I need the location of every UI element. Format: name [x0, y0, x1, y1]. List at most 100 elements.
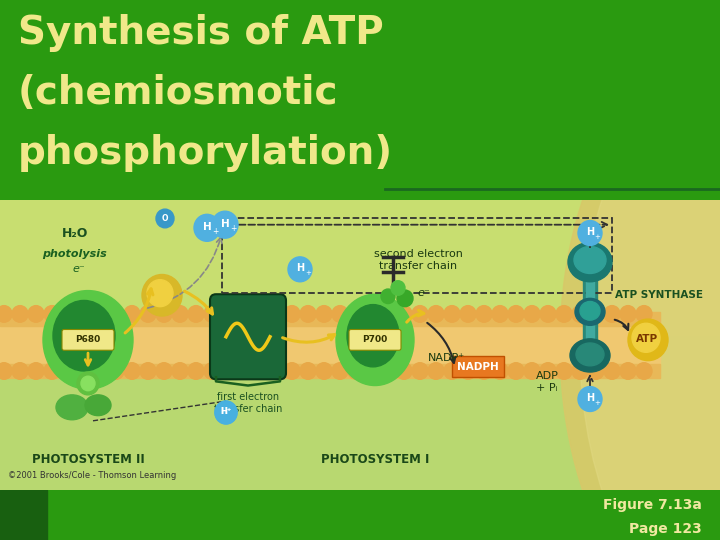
Text: H: H: [586, 393, 594, 403]
Circle shape: [492, 363, 508, 379]
Bar: [0, 319, 660, 371]
Circle shape: [524, 363, 540, 379]
Text: (chemiosmotic: (chemiosmotic: [18, 74, 338, 112]
Circle shape: [220, 306, 236, 322]
Circle shape: [156, 363, 172, 379]
Text: Page 123: Page 123: [629, 522, 702, 536]
Text: ADP
+ Pᵢ: ADP + Pᵢ: [536, 371, 559, 394]
Ellipse shape: [43, 291, 133, 389]
Circle shape: [444, 363, 460, 379]
Circle shape: [156, 209, 174, 228]
Text: first electron
transfer chain: first electron transfer chain: [214, 392, 282, 414]
Text: +: +: [594, 234, 600, 240]
Circle shape: [572, 363, 588, 379]
Circle shape: [588, 363, 604, 379]
Circle shape: [412, 363, 428, 379]
Circle shape: [76, 306, 92, 322]
Ellipse shape: [560, 55, 720, 540]
Ellipse shape: [576, 343, 604, 366]
Circle shape: [252, 306, 268, 322]
Circle shape: [172, 306, 188, 322]
Circle shape: [428, 363, 444, 379]
Circle shape: [215, 401, 237, 424]
Circle shape: [124, 306, 140, 322]
Bar: [583, 267, 597, 366]
Circle shape: [316, 363, 332, 379]
FancyBboxPatch shape: [210, 294, 286, 379]
Circle shape: [140, 363, 156, 379]
Text: H₂O: H₂O: [62, 226, 89, 240]
Circle shape: [60, 306, 76, 322]
Circle shape: [268, 306, 284, 322]
Circle shape: [316, 306, 332, 322]
Circle shape: [204, 306, 220, 322]
Circle shape: [508, 363, 524, 379]
Text: H⁺: H⁺: [220, 407, 232, 416]
Circle shape: [620, 306, 636, 322]
Circle shape: [44, 306, 60, 322]
Circle shape: [380, 306, 396, 322]
Text: PHOTOSYSTEM II: PHOTOSYSTEM II: [32, 453, 145, 465]
Circle shape: [381, 289, 395, 303]
Circle shape: [604, 363, 620, 379]
Circle shape: [252, 363, 268, 379]
Text: +: +: [230, 224, 236, 233]
Circle shape: [60, 363, 76, 379]
Ellipse shape: [580, 75, 720, 540]
Bar: [0, 364, 660, 378]
FancyBboxPatch shape: [349, 329, 401, 350]
Circle shape: [12, 363, 28, 379]
Circle shape: [380, 363, 396, 379]
Text: P680: P680: [76, 335, 101, 345]
Ellipse shape: [56, 395, 88, 420]
Circle shape: [140, 306, 156, 322]
Circle shape: [108, 363, 124, 379]
Bar: [586, 269, 594, 364]
Circle shape: [492, 306, 508, 322]
Circle shape: [476, 363, 492, 379]
Circle shape: [364, 306, 380, 322]
Circle shape: [300, 306, 316, 322]
Circle shape: [428, 306, 444, 322]
Circle shape: [540, 363, 556, 379]
Ellipse shape: [575, 299, 605, 325]
Circle shape: [156, 306, 172, 322]
Circle shape: [188, 363, 204, 379]
Text: ATP SYNTHASE: ATP SYNTHASE: [615, 291, 703, 300]
Ellipse shape: [347, 305, 399, 367]
Circle shape: [556, 363, 572, 379]
Circle shape: [142, 274, 182, 316]
Ellipse shape: [53, 300, 115, 371]
Circle shape: [28, 306, 44, 322]
Circle shape: [636, 306, 652, 322]
Text: second electron
transfer chain: second electron transfer chain: [374, 248, 462, 272]
Circle shape: [460, 306, 476, 322]
Bar: [0, 490, 47, 540]
Circle shape: [81, 376, 95, 391]
Circle shape: [44, 363, 60, 379]
Ellipse shape: [568, 242, 612, 282]
Text: H: H: [586, 227, 594, 237]
Circle shape: [396, 363, 412, 379]
Circle shape: [391, 281, 405, 295]
Circle shape: [332, 306, 348, 322]
Text: e⁻: e⁻: [72, 264, 85, 274]
Circle shape: [508, 306, 524, 322]
Text: NADP⁺: NADP⁺: [428, 353, 465, 362]
Text: +: +: [594, 400, 600, 406]
Circle shape: [636, 363, 652, 379]
Circle shape: [204, 363, 220, 379]
Circle shape: [268, 363, 284, 379]
Circle shape: [288, 257, 312, 282]
Ellipse shape: [336, 294, 414, 386]
Circle shape: [628, 319, 668, 361]
Circle shape: [76, 363, 92, 379]
Circle shape: [364, 363, 380, 379]
Circle shape: [332, 363, 348, 379]
Ellipse shape: [85, 395, 111, 416]
Text: PHOTOSYSTEM I: PHOTOSYSTEM I: [321, 453, 429, 465]
Circle shape: [124, 363, 140, 379]
Text: Synthesis of ATP: Synthesis of ATP: [18, 14, 384, 52]
Circle shape: [28, 363, 44, 379]
Circle shape: [284, 306, 300, 322]
